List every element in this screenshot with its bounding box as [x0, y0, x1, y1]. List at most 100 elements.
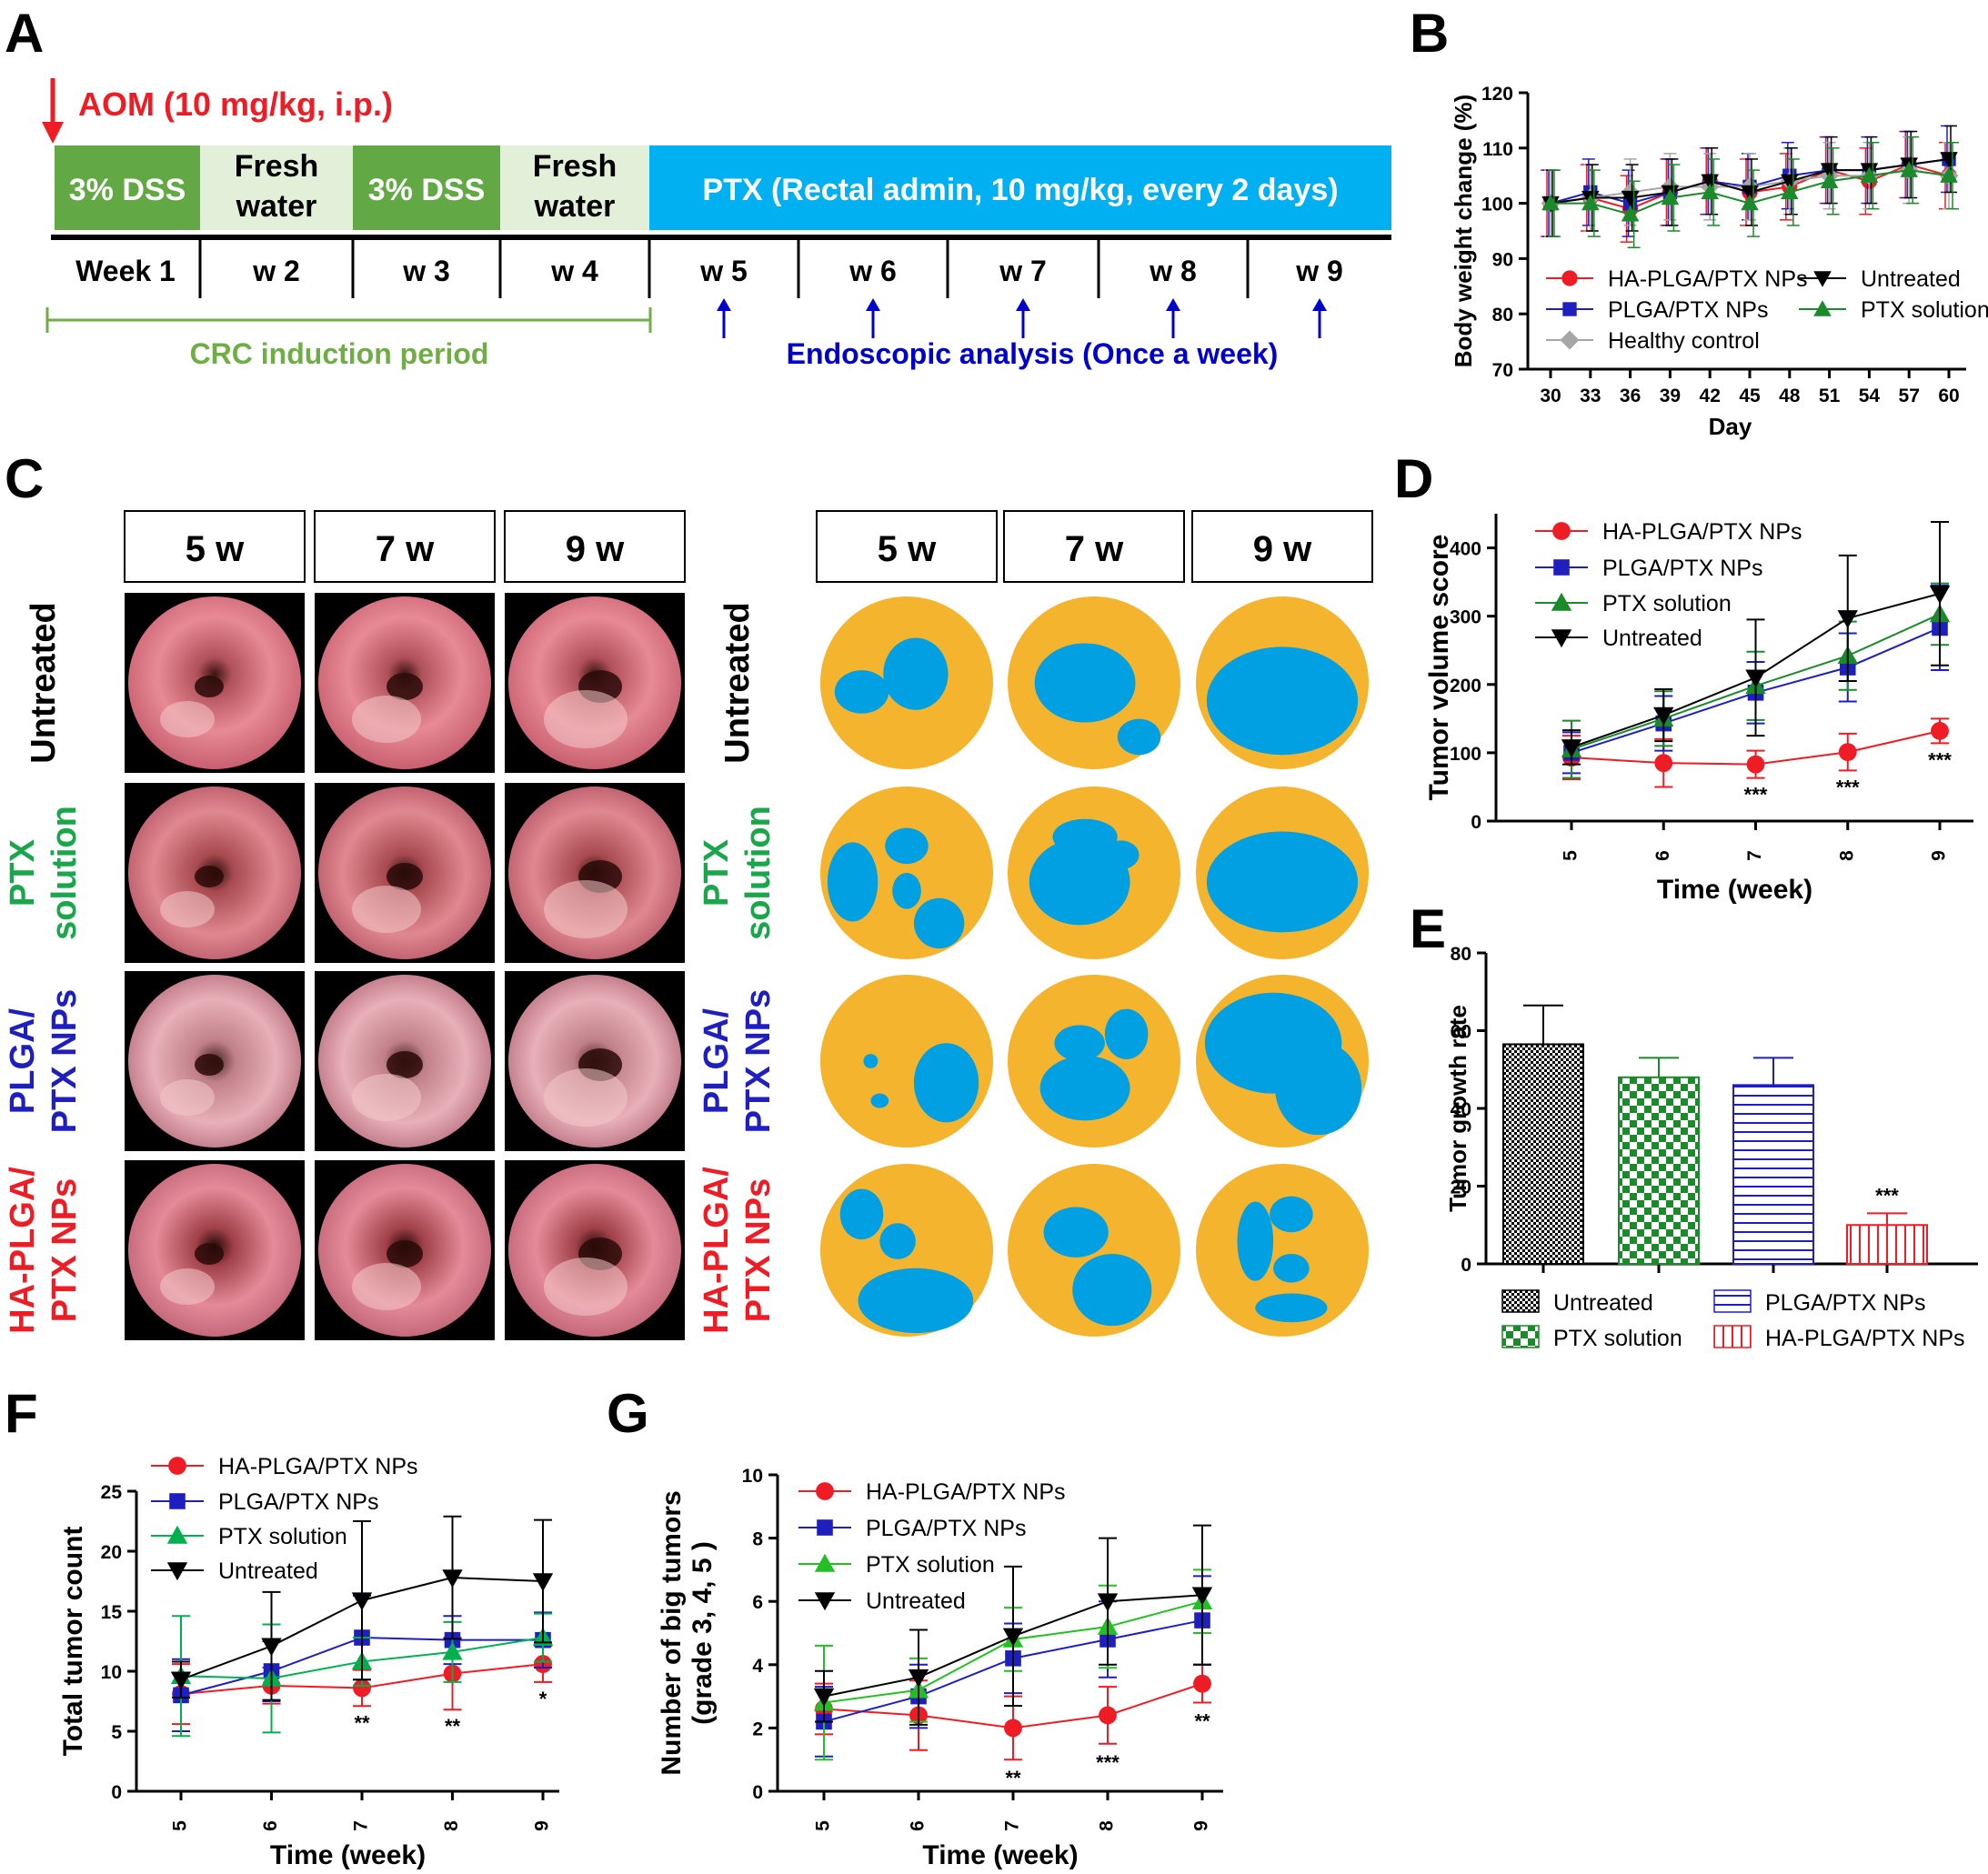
panel-label-g: G [607, 1383, 649, 1444]
data-point [1741, 185, 1759, 202]
y-tick-label: 10 [742, 1466, 763, 1487]
chart-f: 0 5 10 15 20 25 5 6 7 8 9 Time (week) Total tumor co… [58, 1454, 559, 1870]
tumor-region [1273, 1253, 1310, 1283]
tumor-region [1117, 718, 1161, 756]
y-tick-label: 6 [752, 1592, 763, 1613]
data-point [1701, 174, 1719, 191]
data-point [1701, 183, 1719, 200]
significance-mark: ** [354, 1711, 370, 1734]
x-tick-label: 5 [170, 1820, 191, 1831]
legend-label: PLGA/PTX NPs [1602, 556, 1762, 581]
y-tick-label: 100 [1481, 195, 1513, 215]
tumor-lesion [352, 886, 421, 933]
y-tick-label: 10 [101, 1662, 122, 1683]
ptx-bar [649, 145, 1391, 230]
x-tick-label: 7 [1002, 1820, 1023, 1831]
data-point [261, 1638, 282, 1657]
y-tick-label: 200 [1450, 676, 1481, 696]
x-axis-title: Time (week) [270, 1840, 426, 1870]
x-tick-label: 9 [1191, 1820, 1212, 1831]
legend-label: PTX solution [1861, 297, 1988, 323]
colon-lumen [387, 1051, 423, 1078]
y-tick-label: 8 [752, 1529, 763, 1550]
x-tick-label: 8 [1097, 1820, 1118, 1831]
x-tick-label: 6 [260, 1820, 281, 1831]
tumor-region [1104, 1008, 1149, 1060]
tumor-region [913, 1043, 979, 1123]
week-label: w 5 [699, 255, 748, 287]
legend-swatch [1713, 1325, 1752, 1348]
data-point [442, 1569, 463, 1588]
y-axis-title: Body weight change (%) [1450, 95, 1477, 367]
legend-marker [168, 1457, 186, 1475]
data-point [1820, 172, 1839, 188]
y-tick-label: 80 [1451, 944, 1471, 965]
data-point [1931, 721, 1949, 740]
legend-marker [1553, 559, 1570, 576]
legend-swatch [1501, 1325, 1540, 1348]
legend-marker [1560, 330, 1580, 350]
tumor-lesion [160, 891, 215, 927]
y-axis-title: Tumor growth rate [1444, 1005, 1471, 1212]
x-tick-label: 54 [1859, 386, 1881, 406]
tumor-region [1039, 1056, 1130, 1121]
dss-bar-1-label: 3% DSS [69, 173, 186, 207]
x-tick-label: 57 [1899, 386, 1920, 406]
tumor-region [1275, 1041, 1362, 1136]
data-point [1746, 755, 1765, 774]
y-tick-label: 5 [111, 1722, 122, 1743]
significance-mark: *** [1096, 1751, 1120, 1774]
legend-label: HA-PLGA/PTX NPs [1765, 1326, 1965, 1351]
bar-untreated [1502, 1043, 1584, 1266]
y-tick-label: 400 [1450, 539, 1481, 560]
y-axis-title: Tumor volume score [1424, 535, 1454, 801]
legend-marker [166, 1562, 188, 1581]
x-tick-label: 7 [351, 1820, 372, 1831]
data-point [1002, 1628, 1024, 1647]
data-point [532, 1573, 554, 1592]
water-bar-1-line1: Fresh [235, 149, 319, 184]
legend-label: Healthy control [1608, 328, 1760, 354]
week-label: w 6 [848, 255, 897, 287]
x-tick-label: 60 [1938, 386, 1959, 406]
tumor-lesion [160, 1268, 215, 1305]
tumor-region [834, 670, 889, 714]
y-tick-label: 0 [752, 1782, 763, 1803]
week-label: w 9 [1295, 255, 1343, 287]
row-label: solution [739, 806, 778, 940]
legend-marker [169, 1493, 186, 1509]
data-point [170, 1671, 192, 1690]
tumor-region [1043, 1207, 1109, 1258]
y-tick-label: 300 [1450, 607, 1481, 628]
tumor-region [1206, 646, 1359, 756]
y-tick-label: 4 [752, 1656, 763, 1677]
legend-label: Untreated [1553, 1290, 1653, 1316]
tumor-region [1072, 1253, 1152, 1327]
legend-label: PLGA/PTX NPs [1608, 297, 1768, 323]
legend-marker [1813, 300, 1832, 316]
colon-lumen [387, 673, 423, 700]
week-label: w 2 [252, 255, 300, 287]
panel-label-a: A [5, 3, 44, 64]
data-point [813, 1688, 835, 1707]
x-tick-label: 7 [1744, 850, 1765, 861]
tumor-lesion [160, 701, 215, 737]
row-label: PTX NPs [45, 989, 84, 1133]
water-bar-2-line2: water [534, 189, 616, 224]
water-bar-1 [200, 145, 353, 230]
chart-d: 0 100 200 300 400 5 6 7 8 9 Time (week) Tumor volum… [1424, 514, 1973, 905]
legend-swatch [1501, 1289, 1540, 1313]
row-label: PTX [4, 838, 42, 907]
panel-label-f: F [5, 1383, 38, 1444]
x-tick-label: 39 [1660, 386, 1681, 406]
legend-marker [1561, 270, 1578, 286]
legend-swatch [1713, 1289, 1752, 1313]
x-axis-title: Time (week) [922, 1840, 1078, 1870]
data-point [1940, 166, 1958, 183]
chart-b: 70 80 90 100 110 120 30 33 36 39 42 45 48 51 54 57 60 Day… [1450, 84, 1988, 440]
data-point [1541, 194, 1560, 211]
week-label: w 4 [550, 255, 598, 287]
row-label: PTX NPs [45, 1178, 84, 1322]
data-point [908, 1669, 929, 1688]
tumor-region [1034, 643, 1136, 723]
